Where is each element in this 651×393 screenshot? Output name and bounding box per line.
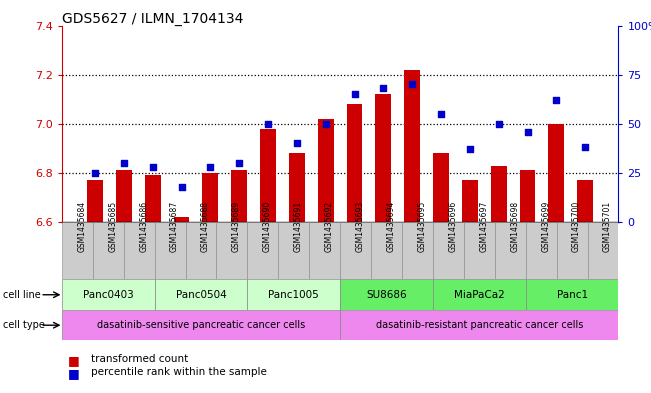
Text: ■: ■ [68,354,80,367]
Text: transformed count: transformed count [91,354,188,364]
Text: GSM1435691: GSM1435691 [294,201,303,252]
Bar [318,119,334,222]
Text: GDS5627 / ILMN_1704134: GDS5627 / ILMN_1704134 [62,12,243,26]
Text: GSM1435684: GSM1435684 [77,201,87,252]
Bar [402,222,433,279]
Bar [376,94,391,222]
Text: dasatinib-resistant pancreatic cancer cells: dasatinib-resistant pancreatic cancer ce… [376,320,583,330]
Bar [433,279,525,310]
Point [580,144,590,151]
Bar [557,222,587,279]
Point [292,140,302,147]
Bar [587,222,618,279]
Bar [278,222,309,279]
Text: ■: ■ [68,367,80,380]
Point [90,170,100,176]
Bar [145,175,161,222]
Bar [464,222,495,279]
Point [350,91,360,97]
Point [234,160,244,166]
Text: MiaPaCa2: MiaPaCa2 [454,290,505,300]
Bar [525,279,618,310]
Bar [491,165,506,222]
Bar [525,222,557,279]
Point [205,164,215,170]
Bar [116,171,132,222]
Text: GSM1435687: GSM1435687 [170,201,179,252]
Point [493,121,504,127]
Bar [247,279,340,310]
Bar [202,173,218,222]
Bar [340,279,433,310]
Bar [247,222,278,279]
Text: GSM1435696: GSM1435696 [449,201,458,252]
Text: GSM1435697: GSM1435697 [479,201,488,252]
Text: Panc0504: Panc0504 [176,290,227,300]
Text: cell type: cell type [3,320,45,330]
Bar [340,310,618,340]
Bar [62,279,154,310]
Bar [433,153,449,222]
Text: GSM1435689: GSM1435689 [232,201,241,252]
Text: GSM1435685: GSM1435685 [108,201,117,252]
Bar [154,222,186,279]
Bar [309,222,340,279]
Bar [62,222,92,279]
Point [465,146,475,152]
Text: GSM1435694: GSM1435694 [387,201,396,252]
Text: dasatinib-sensitive pancreatic cancer cells: dasatinib-sensitive pancreatic cancer ce… [97,320,305,330]
Bar [216,222,247,279]
Bar [62,310,340,340]
Bar [289,153,305,222]
Bar [404,70,420,222]
Bar [346,104,363,222]
Text: GSM1435686: GSM1435686 [139,201,148,252]
Text: Panc1005: Panc1005 [268,290,319,300]
Bar [433,222,464,279]
Bar [462,180,478,222]
Point [148,164,158,170]
Point [118,160,129,166]
Text: GSM1435690: GSM1435690 [263,201,272,252]
Bar [174,217,189,222]
Bar [124,222,154,279]
Point [436,111,447,117]
Text: cell line: cell line [3,290,41,300]
Bar [371,222,402,279]
Text: SU8686: SU8686 [367,290,407,300]
Text: GSM1435698: GSM1435698 [510,201,519,252]
Text: GSM1435695: GSM1435695 [417,201,426,252]
Bar [260,129,276,222]
Text: GSM1435699: GSM1435699 [541,201,550,252]
Text: GSM1435692: GSM1435692 [325,201,334,252]
Point [522,129,533,135]
Bar [154,279,247,310]
Text: GSM1435688: GSM1435688 [201,201,210,252]
Bar [495,222,525,279]
Bar [519,171,536,222]
Text: Panc1: Panc1 [557,290,588,300]
Text: GSM1435693: GSM1435693 [355,201,365,252]
Bar [92,222,124,279]
Point [263,121,273,127]
Bar [340,222,371,279]
Bar [548,124,564,222]
Point [378,85,389,92]
Point [407,81,417,88]
Bar [186,222,216,279]
Text: Panc0403: Panc0403 [83,290,133,300]
Text: percentile rank within the sample: percentile rank within the sample [91,367,267,376]
Point [551,97,562,103]
Text: GSM1435701: GSM1435701 [603,201,612,252]
Text: GSM1435700: GSM1435700 [572,201,581,252]
Bar [87,180,103,222]
Bar [577,180,593,222]
Point [176,184,187,190]
Bar [231,171,247,222]
Point [320,121,331,127]
